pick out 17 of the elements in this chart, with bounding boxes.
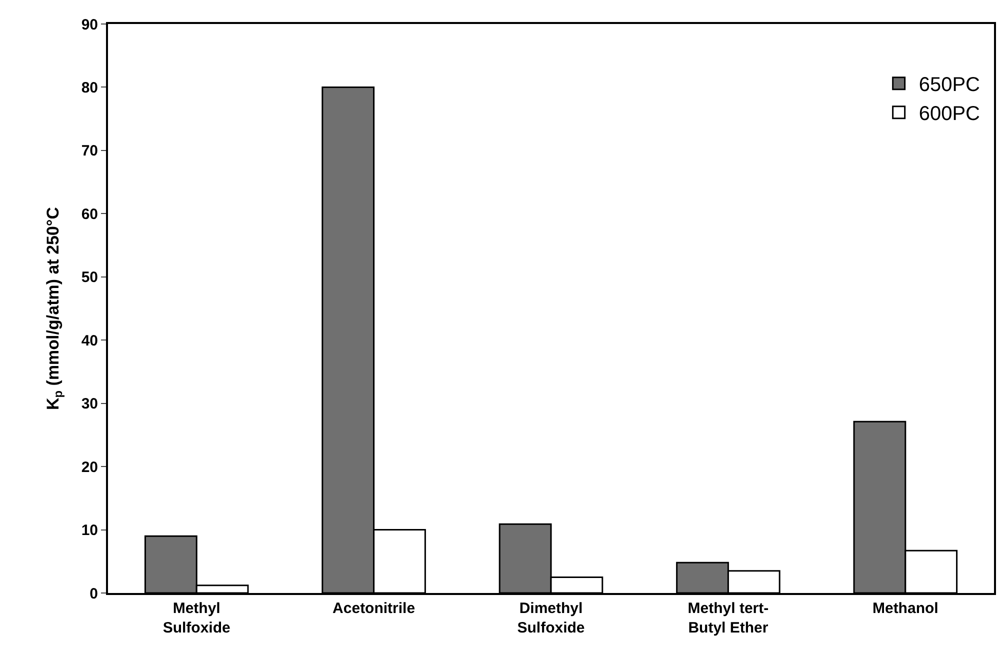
x-tick-label: Dimethyl Sulfoxide [517, 600, 585, 636]
y-tick-label: 40 [81, 332, 98, 350]
x-tick-label: Methanol [872, 600, 938, 617]
y-tick-label: 30 [81, 396, 98, 413]
x-tick-label: Methyl tert-Butyl Ether [688, 600, 769, 636]
y-tick-label: 10 [81, 522, 98, 540]
y-tick-label: 50 [81, 269, 98, 286]
legend-label: 650PC [918, 74, 980, 96]
y-tick-label: 60 [81, 206, 98, 223]
y-tick-label: 90 [81, 16, 98, 34]
y-tick-label: 80 [81, 79, 98, 96]
y-tick-label: 20 [81, 458, 98, 476]
x-tick-label: Acetonitrile [332, 600, 416, 617]
y-tick-label: 70 [81, 142, 98, 160]
legend-label: 600PC [918, 103, 980, 126]
x-tick-label: Methyl Sulfoxide [162, 600, 230, 636]
y-tick-label: 0 [90, 585, 98, 602]
